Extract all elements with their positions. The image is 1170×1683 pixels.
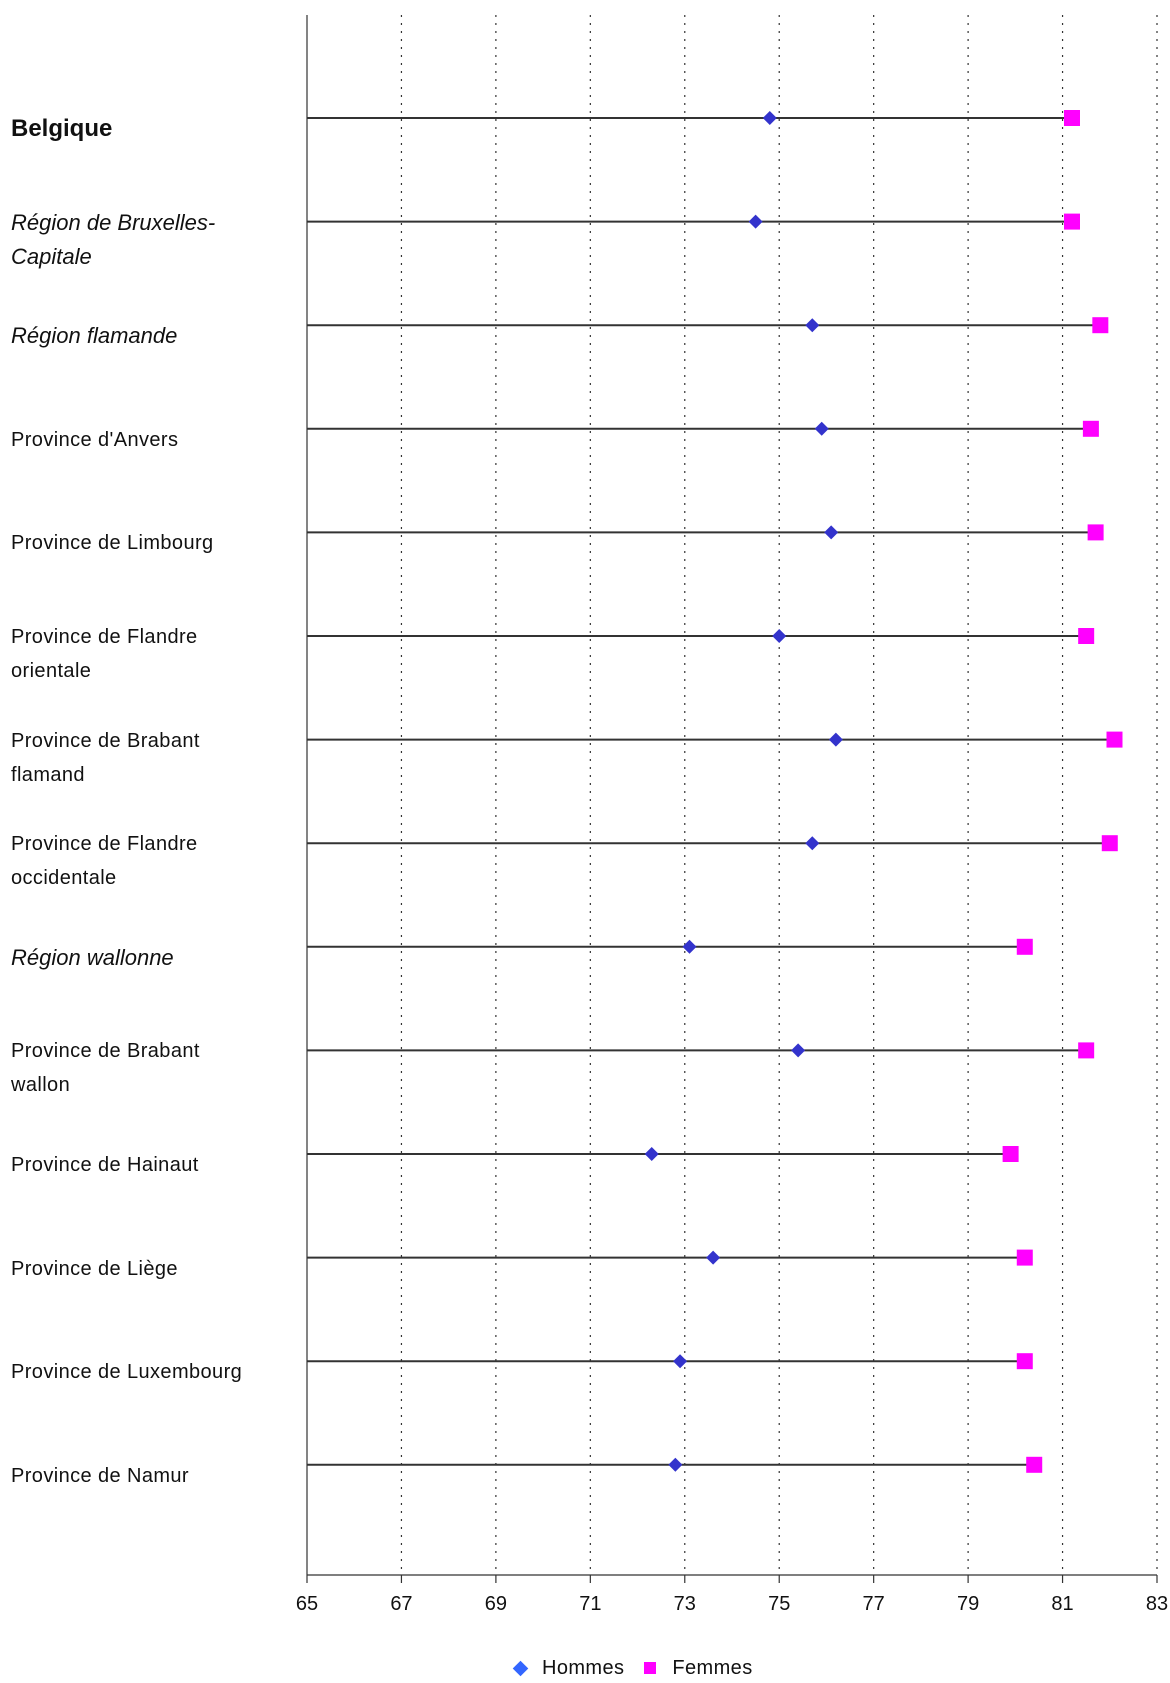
x-tick-label: 71 xyxy=(579,1593,601,1615)
femmes-point xyxy=(1106,731,1123,748)
femmes-point xyxy=(1064,213,1080,230)
x-tick-label: 79 xyxy=(957,1593,979,1615)
hommes-point xyxy=(805,836,820,851)
legend-item-femmes: Femmes xyxy=(644,1657,752,1680)
femmes-point xyxy=(1078,628,1095,644)
x-tick-label: 81 xyxy=(1051,1593,1073,1615)
category-label: Province de Flandre occidentale xyxy=(11,833,198,890)
legend-item-hommes: Hommes xyxy=(512,1656,625,1680)
hommes-point xyxy=(762,111,777,125)
hommes-point xyxy=(805,318,820,333)
category-label: Région wallonne xyxy=(11,944,174,970)
category-label: Province de Luxembourg xyxy=(11,1361,243,1384)
hommes-point xyxy=(828,732,843,747)
x-tick-label: 67 xyxy=(390,1593,412,1615)
category-label: Province de Limbourg xyxy=(11,532,214,555)
femmes-point xyxy=(1016,1249,1033,1266)
x-tick-label: 73 xyxy=(674,1593,696,1615)
category-label: Région de Bruxelles-Capitale xyxy=(11,209,216,269)
hommes-point xyxy=(682,939,697,954)
hommes-point xyxy=(814,421,829,436)
hommes-point xyxy=(644,1147,659,1161)
category-label: Région flamande xyxy=(11,323,178,349)
x-tick-label: 83 xyxy=(1146,1593,1168,1615)
x-tick-label: 65 xyxy=(296,1593,318,1615)
hommes-point xyxy=(673,1354,688,1369)
femmes-point xyxy=(1002,1146,1019,1162)
femmes-point xyxy=(1092,317,1109,334)
category-label: Province de Brabant flamand xyxy=(11,729,200,786)
category-label: Province de Flandre orientale xyxy=(11,626,198,682)
category-label: Province d'Anvers xyxy=(11,428,179,451)
category-label: Province de Namur xyxy=(11,1464,189,1487)
femmes-point xyxy=(1064,110,1080,126)
femmes-point xyxy=(1016,1353,1033,1370)
femmes-point xyxy=(1016,938,1033,955)
hommes-point xyxy=(824,525,839,540)
hommes-point xyxy=(791,1043,806,1058)
legend-label-femmes: Femmes xyxy=(672,1656,753,1679)
legend-label-hommes: Hommes xyxy=(542,1656,625,1679)
category-label: Province de Liège xyxy=(11,1257,178,1280)
legend: Hommes Femmes xyxy=(512,1656,773,1680)
hommes-point xyxy=(748,214,763,229)
category-label: Province de Brabant wallon xyxy=(11,1040,200,1097)
hommes-point xyxy=(706,1250,721,1265)
category-label: Belgique xyxy=(11,115,113,142)
diamond-icon xyxy=(512,1660,529,1676)
square-icon xyxy=(644,1662,657,1674)
x-tick-label: 75 xyxy=(768,1593,790,1615)
hommes-point xyxy=(668,1457,683,1472)
category-label: Province de Hainaut xyxy=(11,1154,199,1176)
femmes-point xyxy=(1082,420,1099,437)
femmes-point xyxy=(1078,1042,1095,1059)
femmes-point xyxy=(1087,524,1104,541)
hommes-point xyxy=(772,629,787,643)
x-tick-label: 69 xyxy=(485,1593,507,1615)
x-tick-label: 77 xyxy=(863,1593,885,1615)
femmes-point xyxy=(1026,1456,1043,1473)
femmes-point xyxy=(1101,835,1118,852)
